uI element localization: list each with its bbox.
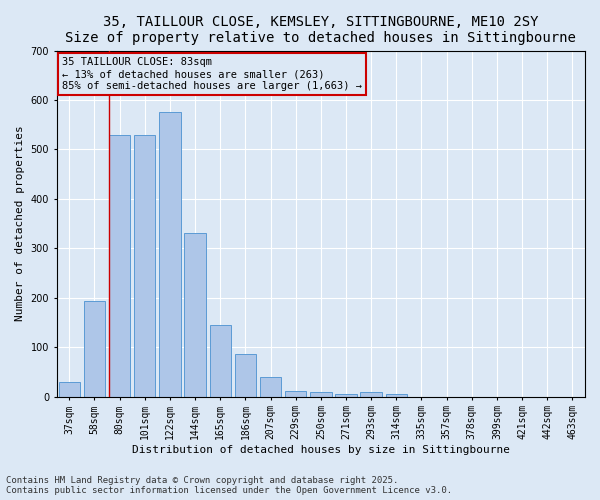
Text: 35 TAILLOUR CLOSE: 83sqm
← 13% of detached houses are smaller (263)
85% of semi-: 35 TAILLOUR CLOSE: 83sqm ← 13% of detach… [62, 58, 362, 90]
Bar [109, 134, 130, 396]
Y-axis label: Number of detached properties: Number of detached properties [15, 126, 25, 322]
Bar [84, 301, 105, 396]
Bar [310, 392, 332, 396]
Bar [260, 377, 281, 396]
Bar [184, 234, 206, 396]
Bar [159, 112, 181, 397]
Bar [209, 325, 231, 396]
Text: Contains HM Land Registry data © Crown copyright and database right 2025.
Contai: Contains HM Land Registry data © Crown c… [6, 476, 452, 495]
Bar [285, 390, 307, 396]
Bar [235, 354, 256, 397]
Bar [361, 392, 382, 396]
Bar [335, 394, 356, 396]
X-axis label: Distribution of detached houses by size in Sittingbourne: Distribution of detached houses by size … [132, 445, 510, 455]
Title: 35, TAILLOUR CLOSE, KEMSLEY, SITTINGBOURNE, ME10 2SY
Size of property relative t: 35, TAILLOUR CLOSE, KEMSLEY, SITTINGBOUR… [65, 15, 576, 45]
Bar [386, 394, 407, 396]
Bar [134, 134, 155, 396]
Bar [59, 382, 80, 396]
